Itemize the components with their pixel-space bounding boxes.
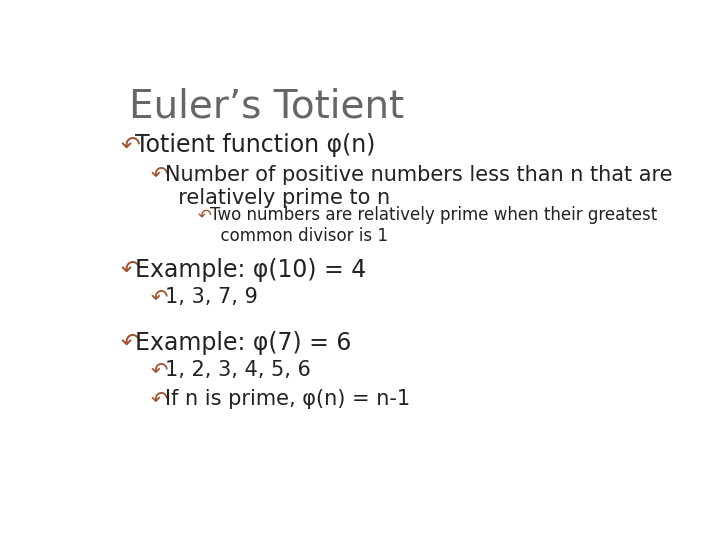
Text: ↶: ↶ bbox=[197, 206, 211, 224]
Text: ↶: ↶ bbox=[121, 331, 140, 355]
Text: Two numbers are relatively prime when their greatest
  common divisor is 1: Two numbers are relatively prime when th… bbox=[210, 206, 657, 245]
FancyBboxPatch shape bbox=[84, 60, 654, 485]
Text: Totient function φ(n): Totient function φ(n) bbox=[135, 133, 375, 157]
Text: ↶: ↶ bbox=[150, 389, 168, 409]
Text: ↶: ↶ bbox=[121, 133, 140, 157]
Text: Euler’s Totient: Euler’s Totient bbox=[129, 87, 404, 126]
Text: Number of positive numbers less than n that are
  relatively prime to n: Number of positive numbers less than n t… bbox=[166, 165, 672, 208]
Text: 1, 2, 3, 4, 5, 6: 1, 2, 3, 4, 5, 6 bbox=[166, 360, 311, 380]
Text: Example: φ(10) = 4: Example: φ(10) = 4 bbox=[135, 258, 366, 282]
Text: ↶: ↶ bbox=[121, 258, 140, 282]
Text: ↶: ↶ bbox=[150, 360, 168, 380]
Text: Example: φ(7) = 6: Example: φ(7) = 6 bbox=[135, 331, 351, 355]
Text: If n is prime, φ(n) = n-1: If n is prime, φ(n) = n-1 bbox=[166, 389, 410, 409]
Text: 1, 3, 7, 9: 1, 3, 7, 9 bbox=[166, 287, 258, 307]
Text: ↶: ↶ bbox=[150, 165, 168, 185]
Text: ↶: ↶ bbox=[150, 287, 168, 307]
